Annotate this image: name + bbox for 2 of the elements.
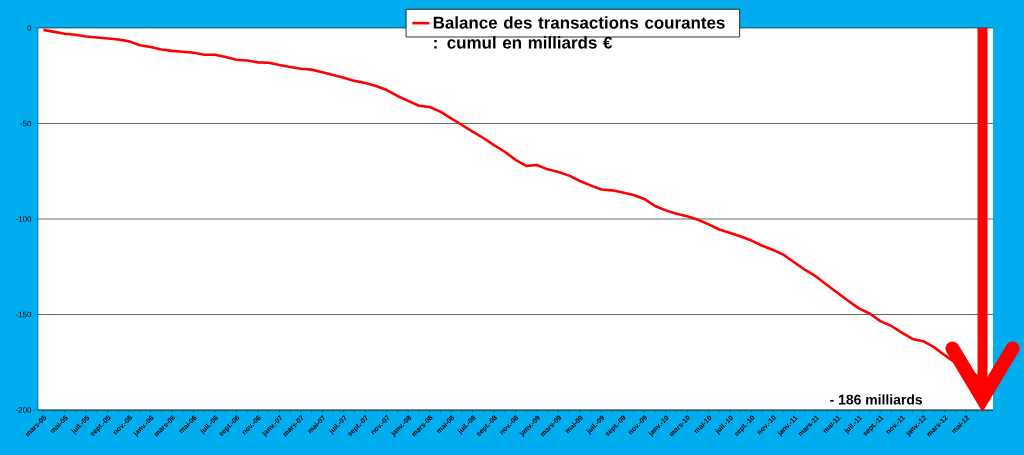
legend-label: Balance des transactions courantes : cumul en milliards € [433, 16, 725, 49]
annotation: - 186 milliards [830, 394, 923, 405]
